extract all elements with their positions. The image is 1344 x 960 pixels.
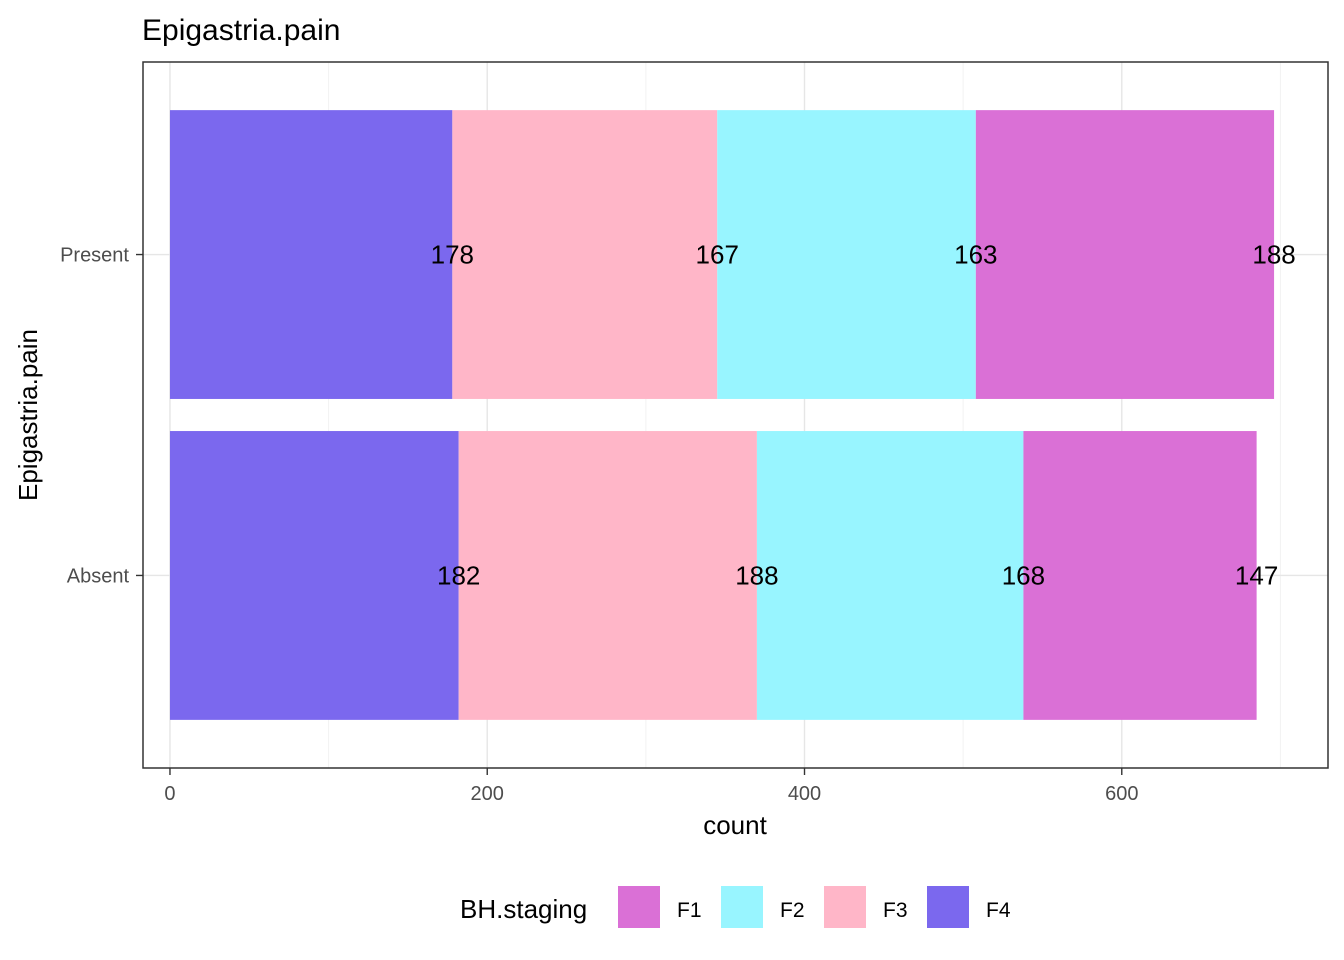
legend: BH.staging F1 F2 F3 F4 xyxy=(460,886,1011,928)
bar-segment xyxy=(756,431,1024,720)
bar-segment xyxy=(458,431,757,720)
data-label: 167 xyxy=(696,240,739,270)
legend-key xyxy=(618,886,660,928)
data-label: 188 xyxy=(1252,240,1295,270)
x-tick-label: 400 xyxy=(788,783,821,805)
x-tick-label: 200 xyxy=(471,783,504,805)
legend-label: F1 xyxy=(677,899,702,922)
y-axis-title: Epigastria.pain xyxy=(13,329,43,501)
x-tick-label: 0 xyxy=(164,783,175,805)
bar-segment xyxy=(1023,431,1257,720)
legend-label: F3 xyxy=(883,899,908,922)
x-tick-label: 600 xyxy=(1105,783,1138,805)
bar-segment xyxy=(975,110,1275,399)
bars xyxy=(169,110,1275,720)
y-tick-label: Present xyxy=(60,245,129,267)
data-label: 163 xyxy=(954,240,997,270)
data-label: 178 xyxy=(431,240,474,270)
panel-border xyxy=(142,61,1329,769)
data-labels: 182 188 168 147 178 167 163 188 xyxy=(431,240,1296,591)
y-axis-ticks: Absent Present xyxy=(60,245,143,587)
legend-label: F4 xyxy=(986,899,1011,922)
bar-segment xyxy=(717,110,976,399)
data-label: 168 xyxy=(1002,560,1045,590)
legend-key xyxy=(721,886,763,928)
chart-title: Epigastria.pain xyxy=(142,14,340,47)
x-axis-title: count xyxy=(703,810,767,840)
legend-key xyxy=(927,886,969,928)
bar-segment xyxy=(169,110,453,399)
data-label: 182 xyxy=(437,560,480,590)
bar-segment xyxy=(452,110,718,399)
legend-label: F2 xyxy=(780,899,805,922)
bar-segment xyxy=(169,431,459,720)
y-tick-label: Absent xyxy=(67,565,130,587)
legend-title: BH.staging xyxy=(460,894,587,924)
data-label: 147 xyxy=(1235,560,1278,590)
x-axis-ticks: 0 200 400 600 xyxy=(164,768,1138,805)
legend-key xyxy=(824,886,866,928)
data-label: 188 xyxy=(735,560,778,590)
